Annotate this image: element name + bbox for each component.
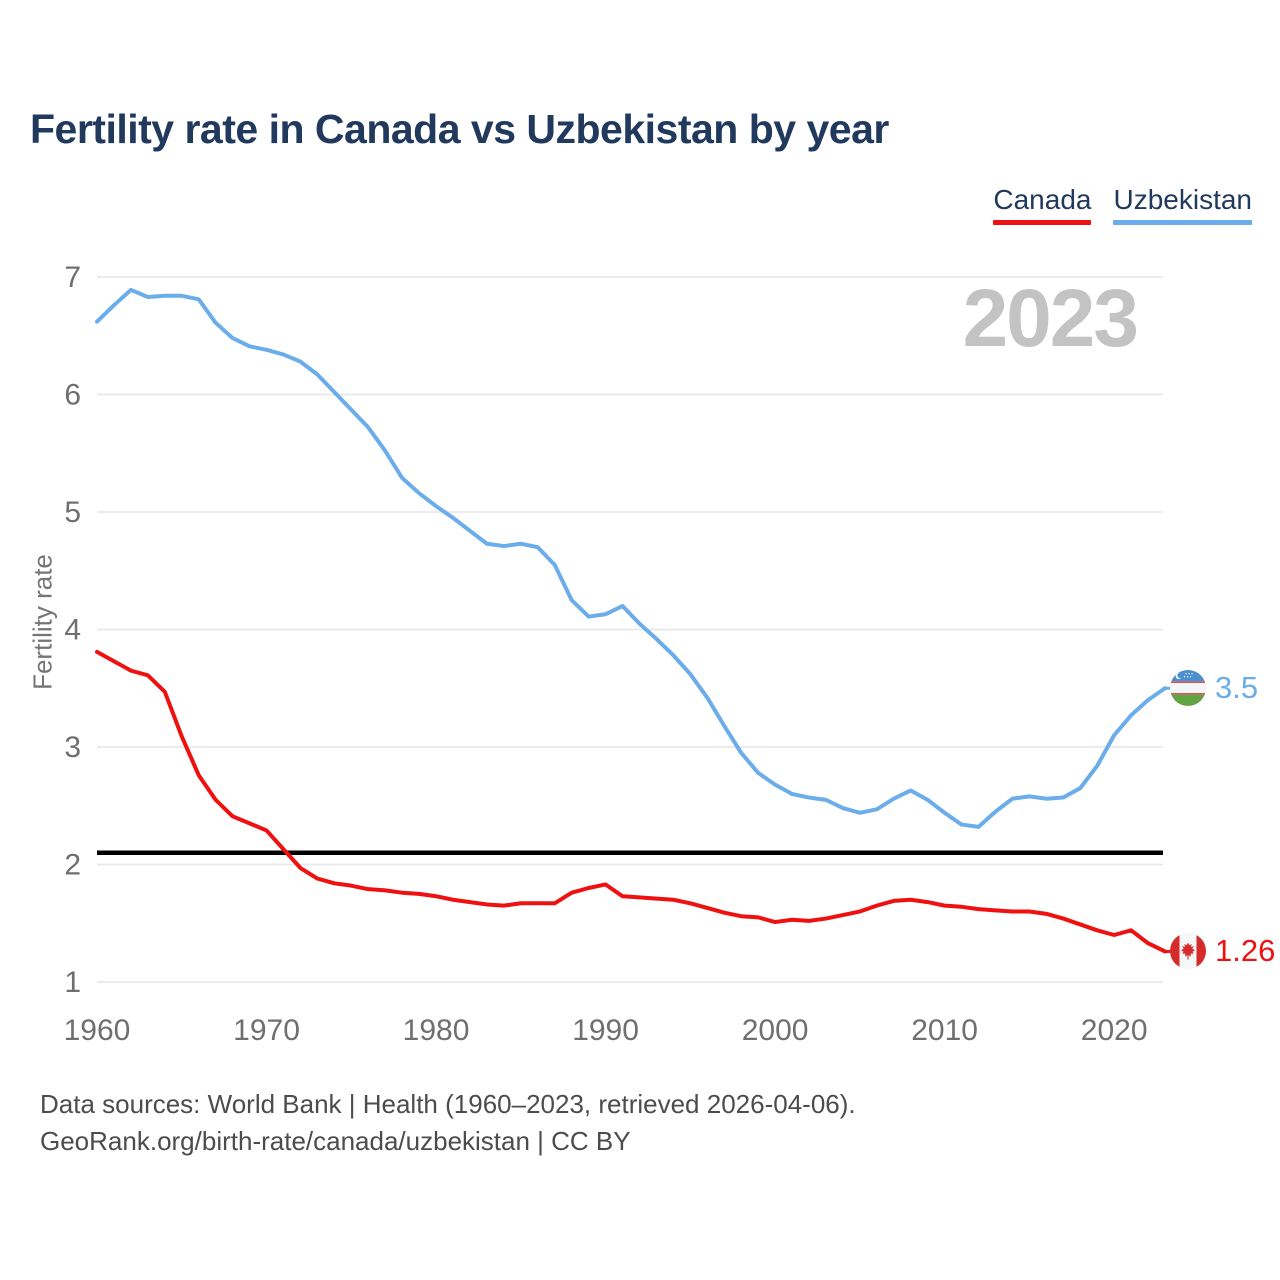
chart-plot: 1 2 3 4 5 6 7 1960 1970 1980 1990 2000 2010 2020 [64, 261, 1172, 1047]
x-tick-label: 2000 [742, 1014, 809, 1047]
x-tick-label: 1970 [233, 1014, 300, 1047]
x-tick-label: 2010 [911, 1014, 978, 1047]
series-line-canada [95, 649, 1167, 954]
uzbekistan-end-marker: 3.5 [1170, 670, 1259, 707]
footer-sources: Data sources: World Bank | Health (1960–… [40, 1089, 856, 1119]
x-tick-label: 1980 [403, 1014, 470, 1047]
watermark-year: 2023 [962, 273, 1139, 364]
legend-label-canada: Canada [993, 184, 1092, 215]
page-title: Fertility rate in Canada vs Uzbekistan b… [30, 106, 889, 152]
series-line-uzbekistan [95, 287, 1167, 829]
y-tick-label: 2 [64, 849, 81, 882]
y-tick-label: 3 [64, 731, 81, 764]
canada-flag-icon [1170, 933, 1206, 970]
footer-attribution: GeoRank.org/birth-rate/canada/uzbekistan… [40, 1126, 631, 1156]
legend-underline-uzbekistan [1113, 220, 1252, 225]
legend-label-uzbekistan: Uzbekistan [1113, 184, 1252, 215]
footer: Data sources: World Bank | Health (1960–… [40, 1086, 856, 1160]
uzbekistan-end-value: 3.5 [1215, 670, 1259, 706]
legend-item-canada[interactable]: Canada [993, 184, 1092, 225]
canada-end-marker: 1.26 [1170, 933, 1276, 970]
y-tick-label: 1 [64, 966, 81, 999]
uzbekistan-flag-icon [1170, 670, 1206, 707]
legend-item-uzbekistan[interactable]: Uzbekistan [1113, 184, 1252, 225]
x-tick-label: 2020 [1081, 1014, 1148, 1047]
canada-end-value: 1.26 [1215, 933, 1276, 969]
y-tick-label: 6 [64, 379, 81, 412]
x-tick-label: 1990 [572, 1014, 639, 1047]
legend: Canada Uzbekistan [993, 184, 1252, 225]
y-tick-label: 4 [64, 614, 81, 647]
x-tick-label: 1960 [64, 1014, 131, 1047]
y-tick-label: 7 [64, 261, 81, 294]
y-tick-label: 5 [64, 496, 81, 529]
legend-underline-canada [993, 220, 1092, 225]
